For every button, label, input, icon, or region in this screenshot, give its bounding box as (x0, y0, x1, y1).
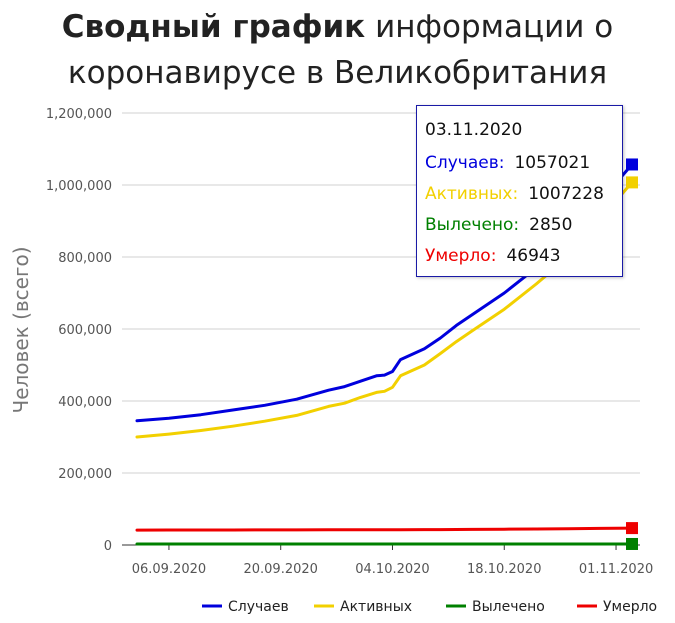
tooltip-value: 1007228 (528, 184, 604, 204)
y-tick-label: 1,200,000 (46, 107, 112, 122)
tooltip-row-active: Активных: 1007228 (425, 184, 604, 204)
legend-label-cases: Случаев (228, 599, 289, 615)
y-tick-label: 1,000,000 (46, 179, 112, 194)
tooltip-value: 1057021 (514, 153, 591, 173)
tooltip-value: 46943 (506, 246, 561, 266)
hover-marker-active (626, 176, 638, 189)
x-axis-ticks: 06.09.2020 20.09.2020 04.10.2020 18.10.2020… (132, 545, 653, 577)
tooltip-date: 03.11.2020 (425, 120, 523, 140)
chart-title-rest: информации о (375, 9, 614, 45)
hover-marker-deaths (626, 522, 638, 535)
hover-marker-cases (626, 158, 638, 171)
tooltip-label: Вылечено: (425, 215, 520, 235)
tooltip-row-cases: Случаев: 1057021 (425, 153, 590, 173)
x-tick-label: 18.10.2020 (467, 562, 541, 577)
y-tick-label: 600,000 (58, 323, 112, 338)
tooltip-label: Активных: (425, 184, 519, 204)
chart-title-line2: коронавирусе в Великобритания (67, 55, 608, 91)
series-line-active (135, 180, 634, 439)
grid-lines (122, 112, 640, 546)
series-lines (135, 158, 638, 550)
x-tick-label: 20.09.2020 (243, 562, 317, 577)
x-tick-label: 06.09.2020 (132, 562, 206, 577)
data-tooltip: 03.11.2020 Случаев: 1057021 Активных: 1007… (416, 105, 623, 277)
y-axis-ticks: 0 200,000 400,000 600,000 800,000 1,000,000 1,… (46, 107, 112, 554)
legend-label-recovered: Вылечено (472, 599, 545, 615)
legend-label-deaths: Умерло (603, 599, 657, 615)
legend-label-active: Активных (340, 599, 412, 615)
y-axis-label: Человек (всего) (9, 246, 33, 413)
tooltip-row-deaths: Умерло: 46943 (425, 246, 561, 266)
x-tick-label: 01.11.2020 (579, 562, 653, 577)
chart-title: Сводный график информации о коронавирусе… (0, 4, 675, 96)
legend: Случаев Активных Вылечено Умерло (202, 599, 657, 615)
series-line-deaths (135, 526, 634, 532)
y-tick-label: 800,000 (58, 251, 112, 266)
tooltip-label: Случаев: (425, 153, 505, 173)
tooltip-label: Умерло: (425, 246, 497, 266)
y-tick-label: 400,000 (58, 395, 112, 410)
y-tick-label: 0 (104, 539, 112, 554)
y-tick-label: 200,000 (58, 467, 112, 482)
hover-marker-recovered (626, 537, 638, 550)
x-tick-label: 04.10.2020 (355, 562, 429, 577)
series-line-cases (135, 163, 634, 423)
tooltip-value: 2850 (529, 215, 573, 235)
chart-title-bold: Сводный график (61, 9, 366, 45)
tooltip-row-recovered: Вылечено: 2850 (425, 215, 572, 235)
